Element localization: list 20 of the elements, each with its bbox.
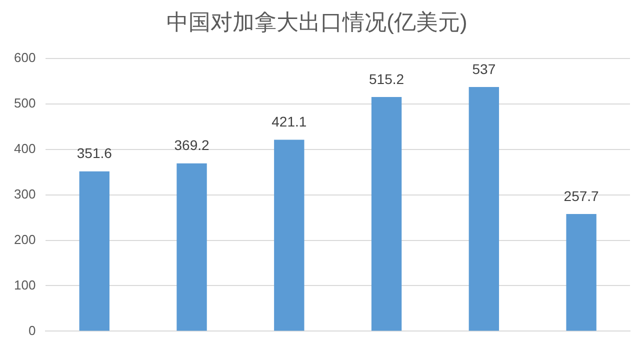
bar bbox=[468, 87, 500, 331]
bar bbox=[274, 140, 304, 331]
data-label: 369.2 bbox=[174, 137, 210, 154]
bar bbox=[79, 171, 110, 331]
bar bbox=[566, 214, 596, 331]
data-label: 351.6 bbox=[76, 145, 112, 162]
bar bbox=[176, 163, 207, 331]
data-label: 515.2 bbox=[369, 70, 404, 87]
bar bbox=[371, 96, 402, 331]
y-tick-label: 400 bbox=[14, 140, 36, 156]
y-tick-label: 100 bbox=[14, 277, 36, 292]
y-tick-label: 500 bbox=[14, 95, 36, 110]
chart-title: 中国对加拿大出口情况(亿美元) bbox=[166, 9, 468, 34]
data-label: 537 bbox=[472, 60, 496, 77]
data-label: 421.1 bbox=[272, 114, 307, 130]
y-tick-label: 200 bbox=[14, 232, 36, 247]
y-tick-label: 300 bbox=[14, 186, 36, 202]
data-label: 257.7 bbox=[564, 188, 600, 204]
y-tick-label: 600 bbox=[14, 50, 36, 65]
y-tick-label: 0 bbox=[28, 322, 36, 338]
